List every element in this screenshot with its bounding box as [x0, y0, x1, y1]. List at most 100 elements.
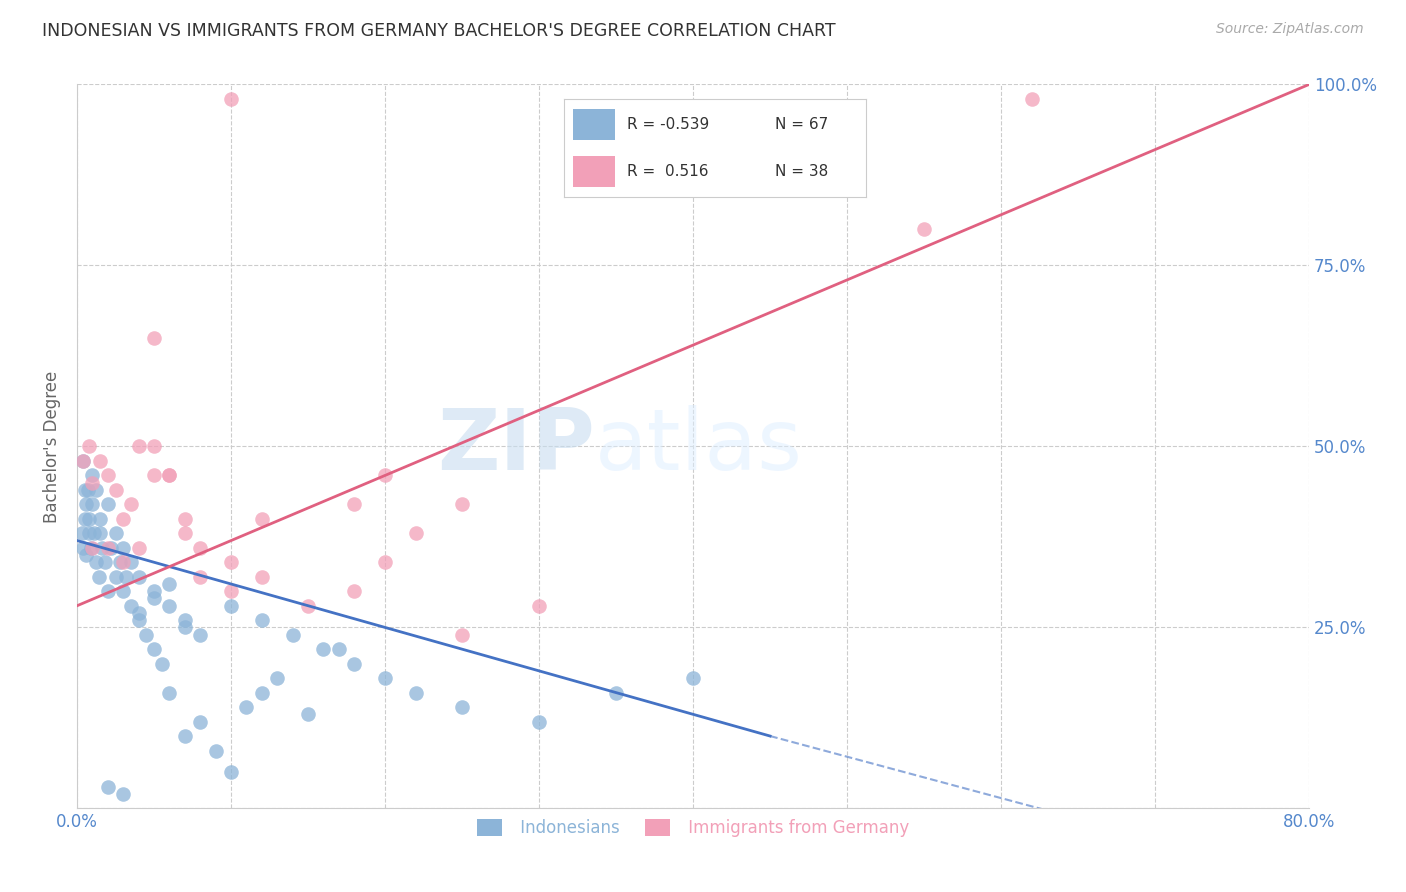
Point — [250, 613, 273, 627]
Point — [87, 570, 110, 584]
Point — [143, 468, 166, 483]
Point — [79, 512, 101, 526]
Point — [188, 628, 211, 642]
Point — [219, 92, 242, 106]
Point — [97, 541, 120, 555]
Point — [112, 512, 135, 526]
Point — [1021, 92, 1043, 106]
Point — [219, 599, 242, 613]
Point — [159, 468, 181, 483]
Point — [75, 497, 97, 511]
Point — [405, 685, 427, 699]
Point — [112, 555, 135, 569]
Point — [89, 526, 111, 541]
Point — [527, 599, 550, 613]
Point — [143, 331, 166, 345]
Point — [250, 685, 273, 699]
Point — [174, 613, 197, 627]
Point — [120, 497, 142, 511]
Point — [104, 526, 127, 541]
Point — [75, 548, 97, 562]
Point — [297, 707, 319, 722]
Point — [120, 555, 142, 569]
Text: ZIP: ZIP — [437, 405, 595, 488]
Text: Source: ZipAtlas.com: Source: ZipAtlas.com — [1216, 22, 1364, 37]
Point — [281, 628, 304, 642]
Point — [94, 555, 117, 569]
Point — [219, 765, 242, 780]
Point — [174, 729, 197, 743]
Point — [84, 555, 107, 569]
Point — [374, 555, 396, 569]
Point — [70, 526, 93, 541]
Point — [174, 620, 197, 634]
Point — [72, 454, 94, 468]
Point — [97, 780, 120, 794]
Point — [128, 570, 150, 584]
Point — [128, 613, 150, 627]
Point — [159, 577, 181, 591]
Point — [76, 483, 98, 497]
Point — [89, 454, 111, 468]
Legend:  Indonesians,  Immigrants from Germany: Indonesians, Immigrants from Germany — [470, 812, 917, 844]
Point — [266, 671, 288, 685]
Point — [451, 700, 474, 714]
Point — [912, 222, 935, 236]
Point — [343, 584, 366, 599]
Point — [112, 787, 135, 801]
Point — [104, 483, 127, 497]
Point — [104, 570, 127, 584]
Point — [83, 526, 105, 541]
Point — [159, 599, 181, 613]
Point — [250, 570, 273, 584]
Point — [79, 439, 101, 453]
Point — [235, 700, 257, 714]
Point — [112, 584, 135, 599]
Point — [219, 584, 242, 599]
Point — [143, 439, 166, 453]
Point — [143, 642, 166, 657]
Point — [72, 541, 94, 555]
Point — [82, 541, 104, 555]
Point — [135, 628, 157, 642]
Point — [605, 685, 627, 699]
Point — [150, 657, 173, 671]
Point — [80, 541, 103, 555]
Point — [73, 483, 96, 497]
Point — [128, 541, 150, 555]
Point — [128, 606, 150, 620]
Point — [312, 642, 335, 657]
Point — [143, 591, 166, 606]
Point — [343, 657, 366, 671]
Point — [174, 512, 197, 526]
Text: INDONESIAN VS IMMIGRANTS FROM GERMANY BACHELOR'S DEGREE CORRELATION CHART: INDONESIAN VS IMMIGRANTS FROM GERMANY BA… — [42, 22, 835, 40]
Point — [250, 512, 273, 526]
Point — [188, 541, 211, 555]
Point — [79, 526, 101, 541]
Point — [374, 671, 396, 685]
Point — [297, 599, 319, 613]
Point — [451, 497, 474, 511]
Point — [204, 743, 226, 757]
Point — [97, 468, 120, 483]
Point — [343, 497, 366, 511]
Point — [120, 599, 142, 613]
Point — [159, 685, 181, 699]
Point — [97, 497, 120, 511]
Text: atlas: atlas — [595, 405, 803, 488]
Point — [128, 439, 150, 453]
Point — [72, 454, 94, 468]
Point — [188, 714, 211, 729]
Point — [97, 584, 120, 599]
Point — [328, 642, 350, 657]
Point — [82, 475, 104, 490]
Point — [90, 541, 112, 555]
Point — [451, 628, 474, 642]
Point — [159, 468, 181, 483]
Point — [84, 483, 107, 497]
Point — [112, 541, 135, 555]
Point — [108, 555, 131, 569]
Point — [527, 714, 550, 729]
Point — [89, 512, 111, 526]
Point — [219, 555, 242, 569]
